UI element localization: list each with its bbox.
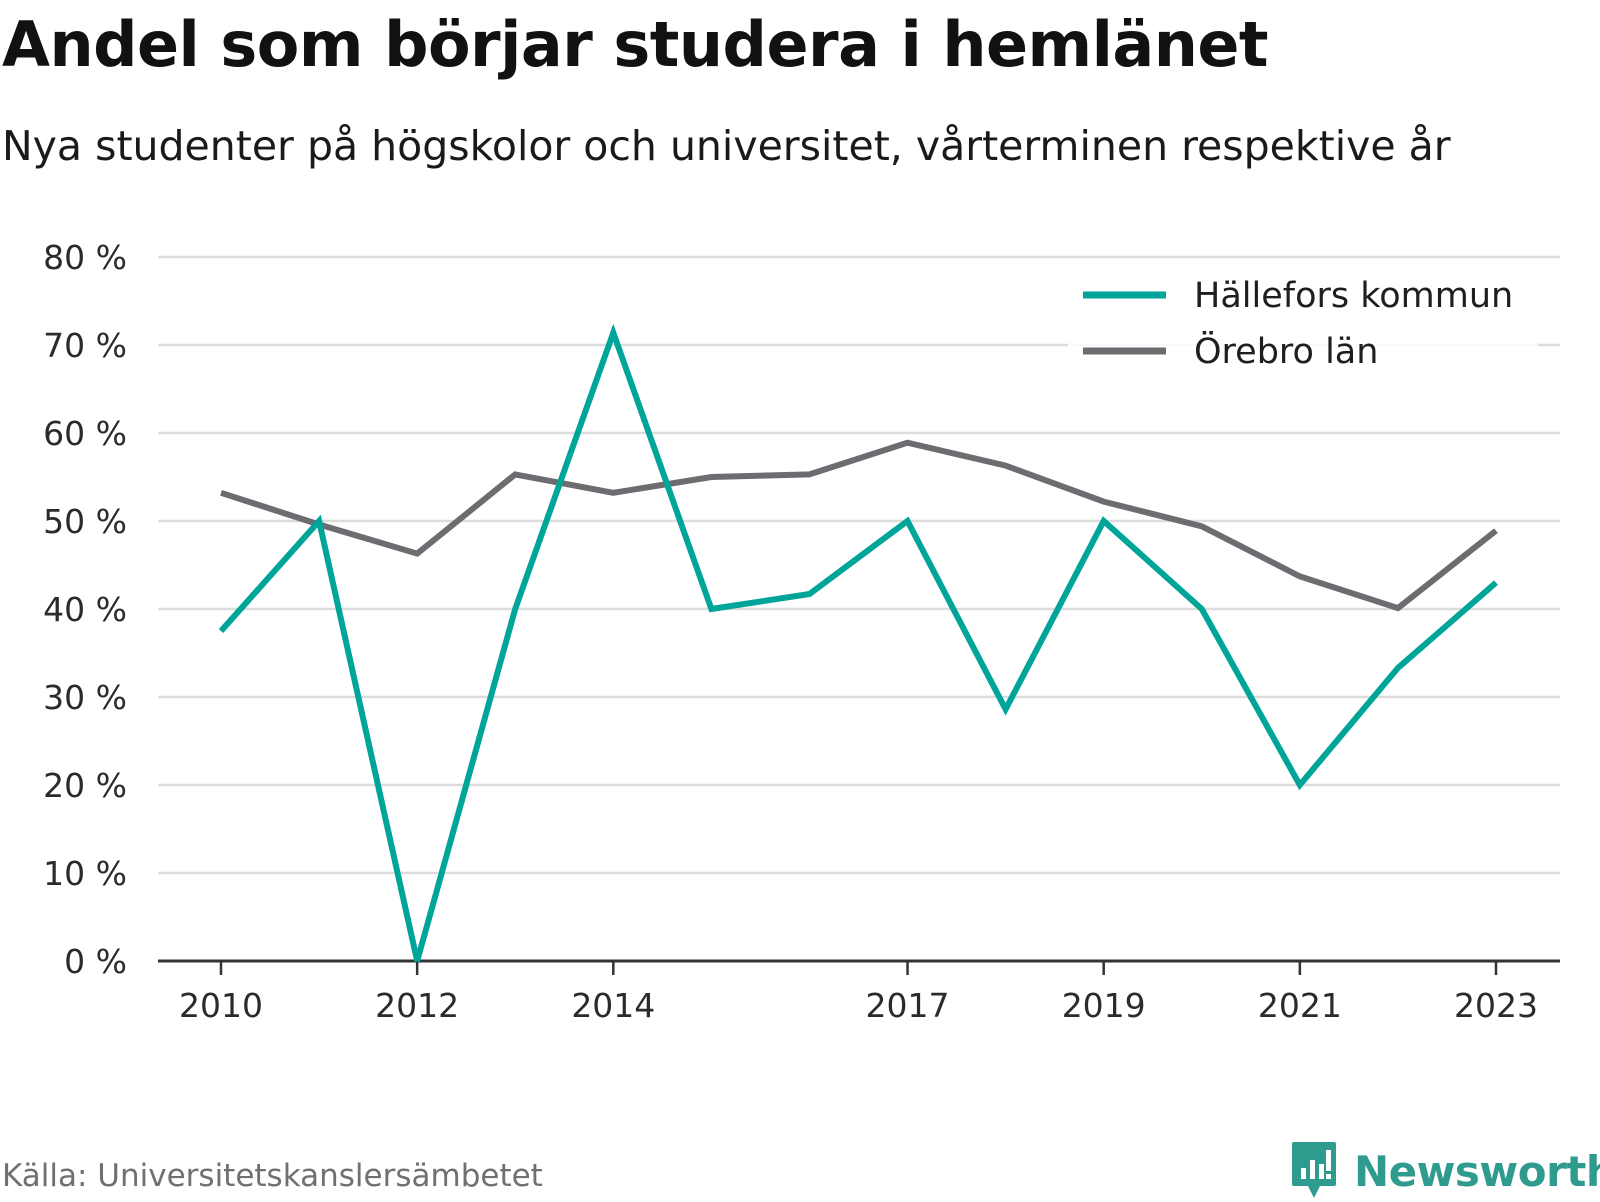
series-line-orebro-lan xyxy=(220,439,1498,612)
y-tick-label: 30 % xyxy=(43,678,127,717)
x-tick-label: 2021 xyxy=(1258,986,1342,1025)
legend-background xyxy=(1068,264,1538,382)
chart-subtitle: Nya studenter på högskolor och universit… xyxy=(2,122,1451,170)
chart-title: Andel som börjar studera i hemlänet xyxy=(2,8,1269,81)
x-tick-label: 2019 xyxy=(1062,986,1146,1025)
y-tick-label: 60 % xyxy=(43,414,127,453)
x-tick-label: 2023 xyxy=(1454,986,1538,1025)
y-tick-label: 40 % xyxy=(43,590,127,629)
series-lines xyxy=(218,323,1498,962)
y-tick-label: 20 % xyxy=(43,766,127,805)
x-tick-label: 2017 xyxy=(866,986,950,1025)
newsworthy-brand: Newsworthy xyxy=(1290,1140,1600,1202)
x-axis: 2010 2012 2014 2017 2019 2021 2023 xyxy=(158,959,1560,1025)
y-axis-tick-labels: 0 % 10 % 20 % 30 % 40 % 50 % 60 % 70 % 80 % xyxy=(43,238,127,981)
y-tick-label: 70 % xyxy=(43,326,127,365)
brand-name: Newsworthy xyxy=(1354,1146,1600,1196)
line-chart: 0 % 10 % 20 % 30 % 40 % 50 % 60 % 70 % 80 % 2010… xyxy=(43,238,1560,1025)
x-tick-label: 2014 xyxy=(571,986,655,1025)
x-tick-label: 2012 xyxy=(375,986,459,1025)
y-tick-label: 50 % xyxy=(43,502,127,541)
series-line-hallefors-kommun xyxy=(218,323,1498,962)
bar-chart-speech-bubble-icon xyxy=(1292,1142,1336,1198)
y-tick-label: 0 % xyxy=(64,942,127,981)
source-note: Källa: Universitetskanslersämbetet xyxy=(2,1158,543,1194)
legend: Hällefors kommun Örebro län xyxy=(1068,264,1538,382)
x-tick-label: 2010 xyxy=(179,986,263,1025)
y-tick-label: 80 % xyxy=(43,238,127,277)
legend-label: Hällefors kommun xyxy=(1194,276,1513,316)
legend-label: Örebro län xyxy=(1194,330,1378,372)
y-tick-label: 10 % xyxy=(43,854,127,893)
